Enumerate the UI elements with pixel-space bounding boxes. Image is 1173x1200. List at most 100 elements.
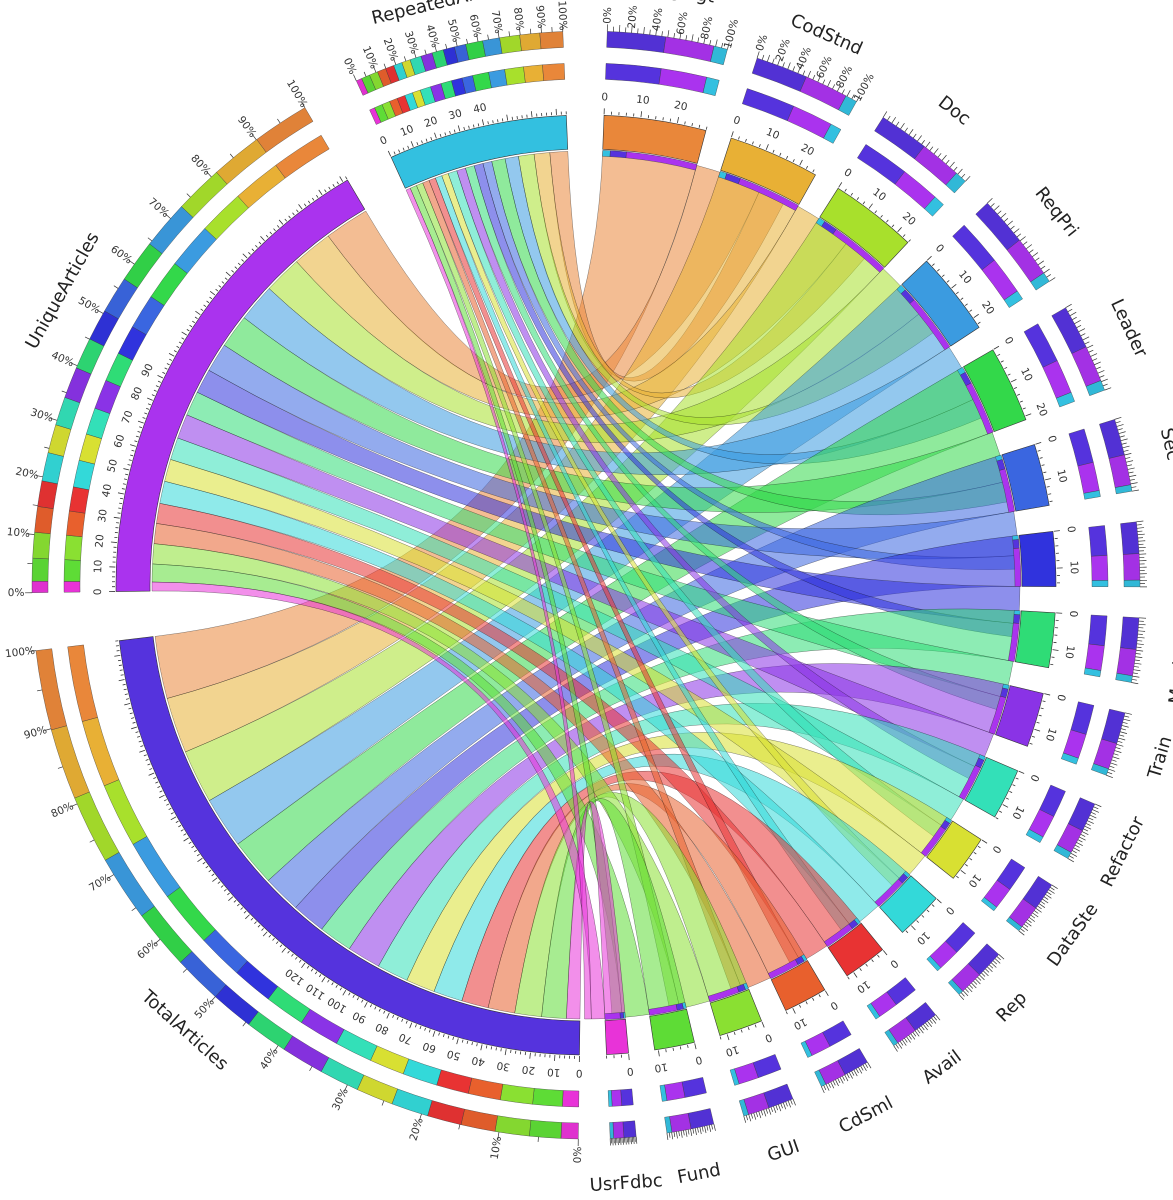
cd-sml-pct-tick <box>855 1068 859 1074</box>
total-articles-tick <box>424 1027 427 1031</box>
total-articles-tick-label: 0 <box>576 1067 583 1079</box>
data-ste-tick <box>964 864 968 867</box>
sec-pct-tick <box>1126 460 1134 463</box>
test-qa-stripe-repeated <box>1012 535 1019 541</box>
chng-mgt-stack-outer-2 <box>710 45 728 66</box>
repeated-articles-tick <box>463 126 465 131</box>
unique-articles-stack-inner-13 <box>174 228 217 274</box>
leader-pct-tick <box>1065 303 1072 308</box>
repeated-articles-tick-label: 30 <box>447 107 463 122</box>
unique-articles-tick <box>296 209 299 213</box>
unique-articles-tick <box>316 194 319 198</box>
refactor-pct-tick <box>1081 831 1089 836</box>
cod-stnd-tick <box>792 159 795 163</box>
fund-pct-tick <box>694 1128 697 1136</box>
data-ste-pct-tick <box>1028 917 1036 922</box>
total-articles-tick <box>183 833 187 836</box>
cd-sml-tick-label: 0 <box>828 998 840 1012</box>
leader-tick <box>1025 413 1032 417</box>
leader-pct-tick <box>1102 383 1108 387</box>
leader-pct-tick <box>1095 366 1101 370</box>
cod-stnd-pct-tick <box>827 80 831 87</box>
fund-pct-tick <box>690 1128 693 1136</box>
manifestos-pct-tick <box>1136 646 1142 648</box>
chng-mgt-pct-tick <box>649 29 651 35</box>
unique-articles-tick <box>218 285 222 288</box>
manifestos-pct-tick <box>1132 672 1138 675</box>
unique-articles-tick <box>135 435 139 438</box>
cd-sml-tick <box>824 990 829 997</box>
cod-stnd-pct-label: 60% <box>814 54 835 80</box>
unique-articles-pct-tick <box>301 101 306 108</box>
unique-articles-stack-outer-9 <box>76 338 105 375</box>
chng-mgt-pct-tick <box>691 34 694 42</box>
total-articles-pct-tick <box>89 839 95 843</box>
leader-pct-tick <box>1082 336 1090 341</box>
rep-tick <box>926 909 930 913</box>
total-articles-tick-label: 30 <box>496 1059 511 1073</box>
train-stack-outer-0 <box>1101 708 1126 744</box>
test-qa-pct-tick <box>1138 540 1146 542</box>
fund-tick <box>687 1044 689 1048</box>
total-articles-tick <box>306 965 310 969</box>
total-articles-tick <box>191 845 195 849</box>
total-articles-stack-outer-1 <box>529 1119 562 1139</box>
usr-fdbc-label: UsrFdbc <box>589 1170 663 1196</box>
avail-pct-tick <box>912 1032 917 1037</box>
unique-articles-pct-label: 60% <box>108 243 134 266</box>
unique-articles-stack-outer-0 <box>31 581 49 593</box>
sec-stack-inner-2 <box>1083 490 1101 500</box>
refactor-pct-tick <box>1070 852 1078 857</box>
avail-pct-tick <box>897 1042 903 1049</box>
unique-articles-tick <box>119 497 124 500</box>
data-ste-pct-tick <box>1048 889 1055 894</box>
req-pri-pct-tick <box>987 198 993 204</box>
refactor-pct-tick <box>1089 814 1097 819</box>
total-articles-pct-tick <box>182 968 187 973</box>
chng-mgt-pct-tick <box>673 33 675 39</box>
unique-articles-tick <box>151 394 155 397</box>
repeated-articles-pct-label: 90% <box>533 5 547 29</box>
unique-articles-tick <box>298 204 303 210</box>
cd-sml-tick <box>799 1004 802 1008</box>
total-articles-tick <box>447 1035 450 1039</box>
req-pri-pct-tick <box>1032 252 1039 258</box>
leader-pct-tick <box>1101 378 1108 382</box>
repeated-articles-tick <box>477 123 480 127</box>
test-qa-pct-tick <box>1137 527 1145 529</box>
cod-stnd-tick-label: 0 <box>732 114 742 127</box>
repeated-articles-pct-tick <box>476 34 479 42</box>
repeated-articles-pct-tick <box>393 57 397 65</box>
total-articles-tick <box>327 979 330 983</box>
total-articles-tick <box>211 873 215 877</box>
repeated-articles-stack-outer-16 <box>539 31 564 50</box>
unique-articles-stack-outer-15 <box>216 139 267 185</box>
rep-tick-label: 0 <box>943 904 956 917</box>
total-articles-tick <box>145 758 149 761</box>
total-articles-tick <box>175 820 179 823</box>
unique-articles-stack-inner-15 <box>237 164 286 209</box>
total-articles-pct-label: 100% <box>4 645 35 660</box>
refactor-pct-tick <box>1067 858 1075 863</box>
fund-pct-tick <box>706 1125 709 1131</box>
total-articles-pct-tick <box>381 1100 385 1106</box>
req-pri-stack-outer-2 <box>1030 272 1050 291</box>
total-articles-tick <box>374 1006 377 1010</box>
total-articles-tick <box>143 754 147 757</box>
gui-pct-tick <box>770 1107 774 1113</box>
test-qa-stripe-total <box>1012 539 1020 549</box>
manifestos-pct-tick <box>1138 630 1146 632</box>
total-articles-tick <box>295 956 298 960</box>
repeated-articles-stack-inner-12 <box>472 71 492 92</box>
total-articles-tick <box>188 841 192 844</box>
sec-tick <box>1039 457 1043 459</box>
avail-pct-tick <box>933 1016 938 1021</box>
total-articles-tick <box>157 785 161 789</box>
sec-pct-tick <box>1129 478 1135 481</box>
gui-pct-tick <box>743 1115 747 1123</box>
sec-tick <box>1049 500 1053 502</box>
unique-articles-stack-outer-16 <box>256 107 314 153</box>
fund-stack-outer-2 <box>664 1116 673 1134</box>
unique-articles-tick <box>153 389 157 392</box>
fund-pct-tick <box>699 1127 702 1135</box>
